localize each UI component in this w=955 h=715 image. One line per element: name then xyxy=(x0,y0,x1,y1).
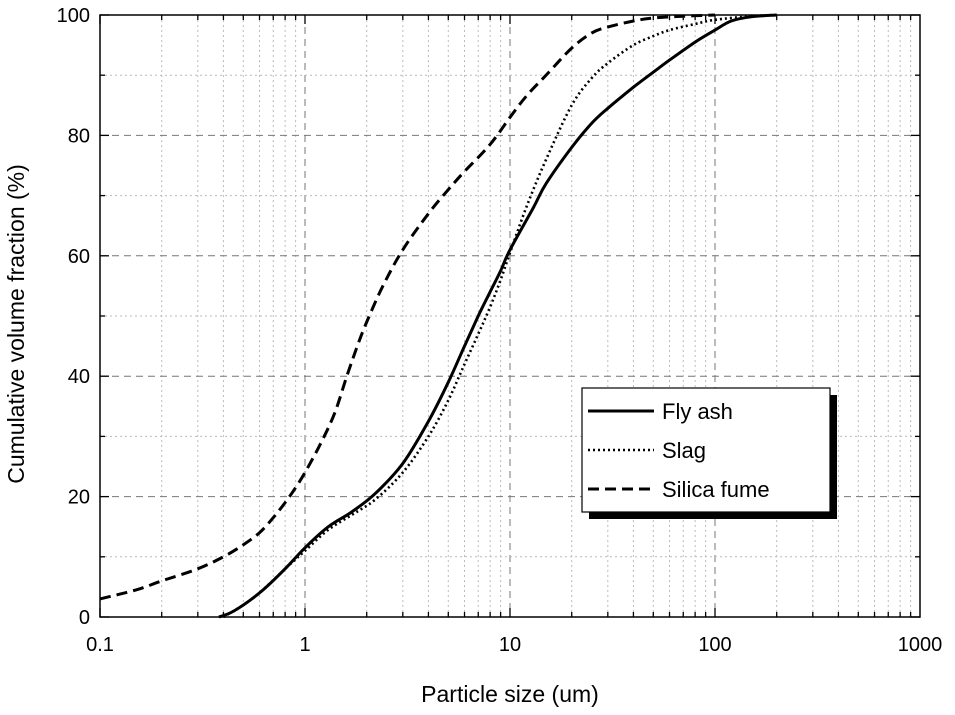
tick-labels: 0.1 1 10 100 1000 0 20 40 60 80 100 xyxy=(57,5,943,656)
series-line-silica-fume xyxy=(99,13,716,601)
y-tick-label: 80 xyxy=(68,125,90,147)
series-layer xyxy=(99,13,777,619)
series-line-slag xyxy=(222,13,777,619)
x-tick-label: 100 xyxy=(698,634,731,656)
series-line-fly-ash xyxy=(218,13,777,619)
x-axis-title: Particle size (um) xyxy=(421,681,599,707)
y-axis-title: Cumulative volume fraction (%) xyxy=(3,164,29,484)
legend-label: Silica fume xyxy=(662,477,770,502)
y-tick-label: 0 xyxy=(79,607,90,629)
y-tick-label: 40 xyxy=(68,366,90,388)
x-tick-label: 10 xyxy=(499,634,521,656)
ticks xyxy=(99,14,920,618)
y-tick-label: 100 xyxy=(57,5,90,27)
y-tick-label: 60 xyxy=(68,246,90,268)
legend: Fly ash Slag Silica fume xyxy=(581,387,837,519)
x-tick-label: 1 xyxy=(299,634,310,656)
y-tick-label: 20 xyxy=(68,487,90,509)
legend-label: Slag xyxy=(662,438,706,463)
legend-label: Fly ash xyxy=(662,399,733,424)
x-tick-label: 0.1 xyxy=(86,634,114,656)
x-tick-label: 1000 xyxy=(898,634,943,656)
legend-items: Fly ash Slag Silica fume xyxy=(588,399,770,502)
